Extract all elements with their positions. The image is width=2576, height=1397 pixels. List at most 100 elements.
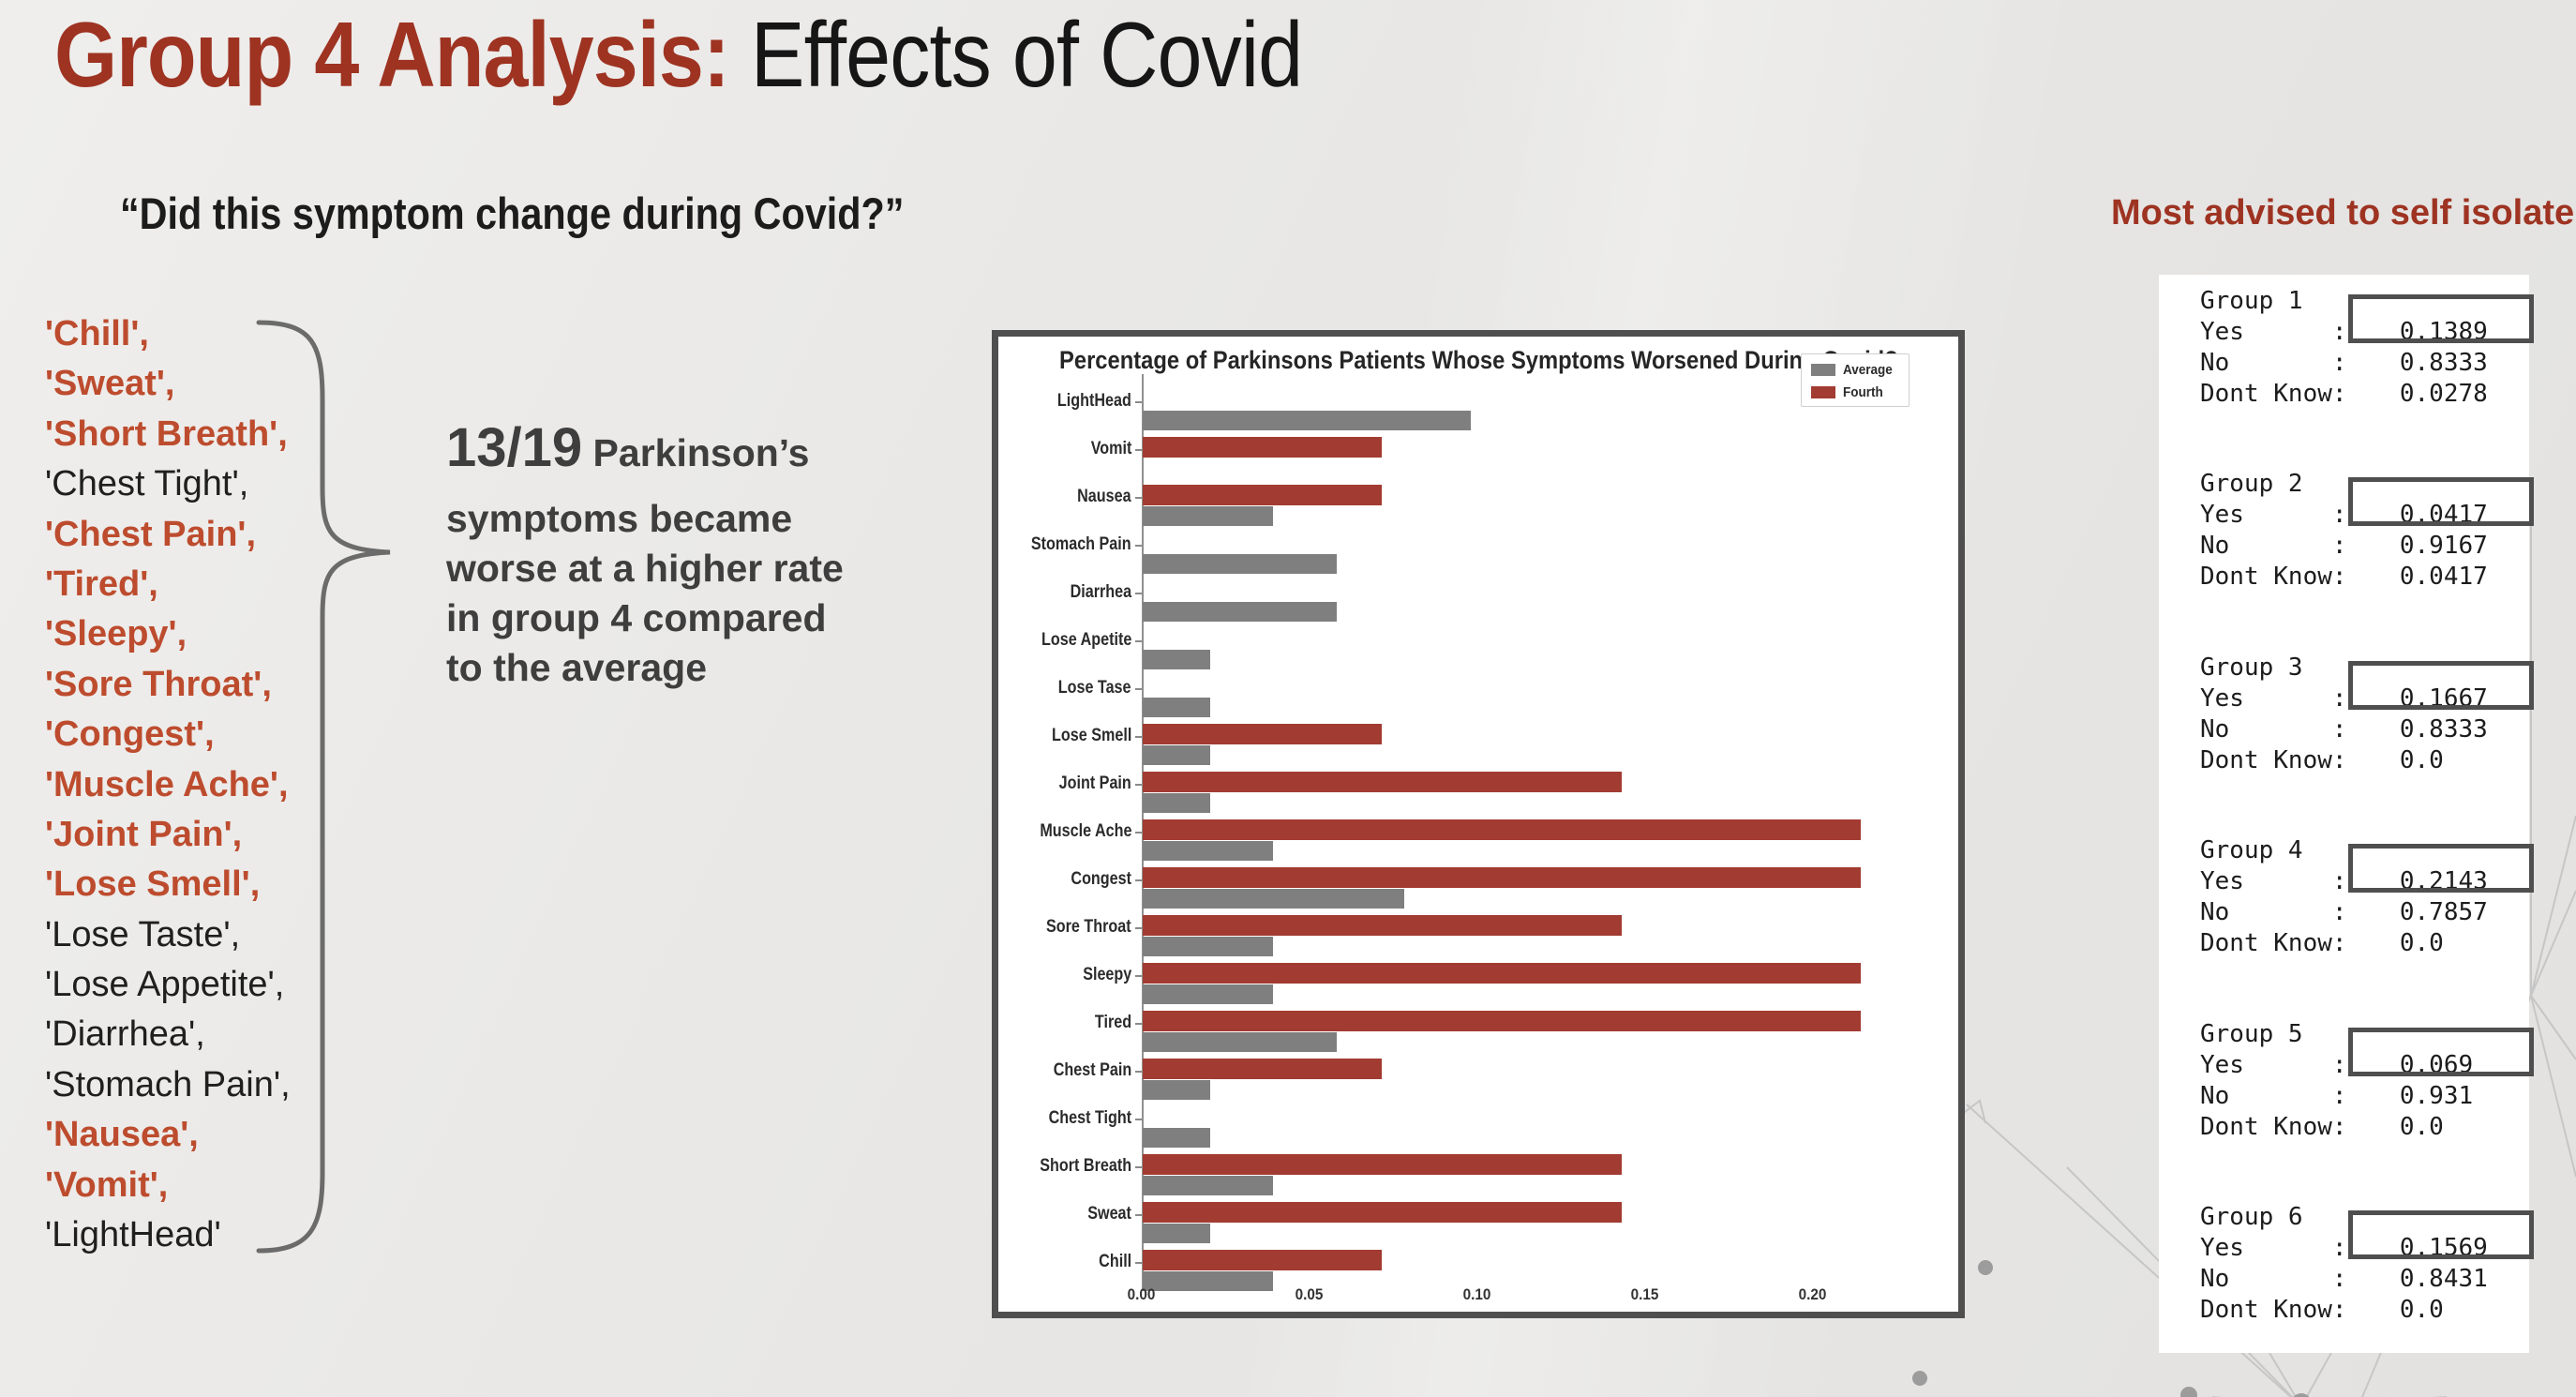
category-label: Tired: [1094, 1013, 1131, 1032]
group-name: Group 1: [2200, 287, 2303, 315]
category-label: Lose Tase: [1058, 678, 1131, 698]
bar-average: [1143, 793, 1210, 813]
group-row-no: No: 0.8333: [2200, 348, 2520, 379]
bar-average: [1143, 411, 1471, 430]
symptom-item: 'LightHead': [45, 1215, 221, 1255]
group-row-dont-know: Dont Know: 0.0: [2200, 928, 2520, 959]
row-colon: :: [2331, 867, 2347, 895]
group-row-yes: Yes:0.1667: [2200, 661, 2534, 714]
y-tick: [1135, 1023, 1142, 1025]
y-tick: [1135, 1262, 1142, 1264]
x-tick-label: 0.05: [1295, 1285, 1324, 1303]
row-value: 0.8333: [2399, 715, 2488, 744]
row-label: No: [2200, 898, 2230, 926]
symptom-item: 'Stomach Pain',: [45, 1064, 291, 1104]
row-label: Yes: [2200, 1234, 2244, 1262]
row-colon: :: [2331, 532, 2347, 560]
bar-fourth: [1143, 1250, 1382, 1270]
bar-fourth: [1143, 819, 1861, 840]
group-row-no: No: 0.9167: [2200, 531, 2520, 562]
bar-fourth: [1143, 772, 1622, 792]
bar-fourth: [1143, 724, 1382, 744]
row-colon: :: [2331, 349, 2347, 377]
symptom-item: 'Sore Throat',: [45, 664, 272, 704]
bar-chart-plot-area: Percentage of Parkinsons Patients Whose …: [998, 337, 1958, 1312]
bar-average: [1143, 602, 1337, 622]
y-tick: [1135, 688, 1142, 690]
row-colon: :: [2331, 318, 2347, 346]
row-value: 0.0: [2399, 1113, 2444, 1141]
category-label: Muscle Ache: [1039, 821, 1131, 841]
row-label: No: [2200, 715, 2230, 744]
highlight-box: [2348, 477, 2534, 526]
row-label: Yes: [2200, 867, 2244, 895]
y-tick: [1135, 545, 1142, 547]
row-label: Dont Know: [2200, 563, 2332, 591]
group-row-no: No: 0.8431: [2200, 1264, 2520, 1295]
y-tick: [1135, 736, 1142, 738]
row-label: Yes: [2200, 501, 2244, 529]
category-label: Nausea: [1077, 487, 1131, 506]
symptom-item: 'Sweat',: [45, 364, 175, 404]
y-tick: [1135, 975, 1142, 977]
row-colon: :: [2331, 1296, 2347, 1324]
symptom-item: 'Lose Smell',: [45, 864, 261, 905]
stat-line-1: 13/19 Parkinson’s: [446, 416, 844, 479]
row-label: Yes: [2200, 684, 2244, 713]
subtitle-quote: “Did this symptom change during Covid?”: [120, 188, 905, 238]
category-label: Chest Pain: [1053, 1060, 1131, 1080]
row-label: No: [2200, 1082, 2230, 1110]
row-value: 0.0: [2399, 929, 2444, 957]
row-label: Yes: [2200, 318, 2244, 346]
stat-line: worse at a higher rate: [446, 547, 844, 590]
y-tick: [1135, 832, 1142, 834]
category-label: Short Breath: [1040, 1156, 1131, 1176]
bar-fourth: [1143, 437, 1382, 458]
y-tick: [1135, 879, 1142, 881]
bar-average: [1143, 1224, 1210, 1243]
y-tick: [1135, 401, 1142, 403]
right-panel-header: Most advised to self isolate: [2111, 193, 2575, 233]
symptom-item: 'Nausea',: [45, 1115, 199, 1155]
row-colon: :: [2331, 929, 2347, 957]
bar-average: [1143, 1080, 1210, 1100]
bar-average: [1143, 937, 1273, 956]
symptom-item: 'Diarrhea',: [45, 1014, 205, 1055]
bar-average: [1143, 698, 1210, 717]
x-tick-label: 0.00: [1128, 1285, 1156, 1303]
y-tick: [1135, 1071, 1142, 1073]
legend-label-average: Average: [1843, 362, 1893, 378]
row-colon: :: [2331, 501, 2347, 529]
group-name: Group 3: [2200, 653, 2303, 682]
category-label: Diarrhea: [1070, 582, 1131, 602]
symptom-list: 'Chill', 'Sweat', 'Short Breath', 'Chest Ti…: [45, 309, 291, 1260]
row-label: No: [2200, 349, 2230, 377]
page-title-rest: Effects of Covid: [728, 3, 1303, 106]
row-colon: :: [2331, 563, 2347, 591]
bar-average: [1143, 1271, 1273, 1291]
category-label: LightHead: [1057, 391, 1131, 411]
chart-legend: Average Fourth: [1801, 353, 1910, 407]
symptom-item: 'Vomit',: [45, 1164, 169, 1205]
group-block: Group 3 Yes:0.1667 No: 0.8333 Dont Know: 0.0: [2200, 653, 2534, 776]
legend-swatch-fourth: [1811, 386, 1835, 398]
row-value: 0.0417: [2399, 563, 2488, 591]
stat-line: in group 4 compared: [446, 596, 827, 639]
y-tick: [1135, 1119, 1142, 1120]
group-row-dont-know: Dont Know: 0.0: [2200, 1112, 2520, 1143]
group-block: Group 6 Yes:0.1569 No: 0.8431 Dont Know: 0.0: [2200, 1202, 2534, 1326]
group-row-no: No: 0.931: [2200, 1081, 2520, 1112]
group-row-no: No: 0.7857: [2200, 897, 2520, 928]
row-colon: :: [2331, 1265, 2347, 1293]
row-label: Dont Know: [2200, 1113, 2332, 1141]
group-row-yes: Yes:0.0417: [2200, 477, 2534, 531]
category-label: Sore Throat: [1046, 917, 1131, 937]
y-tick: [1135, 593, 1142, 594]
bar-average: [1143, 554, 1337, 574]
chart-title: Percentage of Parkinsons Patients Whose …: [1058, 346, 1898, 374]
row-label: No: [2200, 532, 2230, 560]
group-results-panel: Group 1 Yes:0.1389 No:0.8333 Dont Know: 0.02…: [2159, 275, 2534, 1353]
highlight-box: [2348, 1028, 2534, 1076]
curly-brace: [256, 320, 391, 1254]
